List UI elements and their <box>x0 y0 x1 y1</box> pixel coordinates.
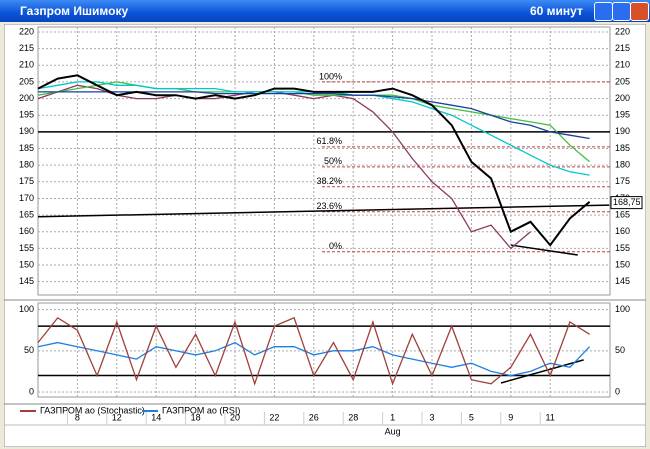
series-line <box>38 91 590 140</box>
y-tick-label-right: 200 <box>615 93 630 103</box>
y-tick-label: 170 <box>19 193 34 203</box>
y-tick-label-right: 195 <box>615 110 630 120</box>
y-tick-label-right: 205 <box>615 76 630 86</box>
x-tick-label: 22 <box>269 412 279 422</box>
y-tick-label-right: 215 <box>615 43 630 53</box>
y-tick-label-right: 160 <box>615 226 630 236</box>
y-tick-label: 100 <box>19 304 34 314</box>
x-tick-label: 1 <box>390 412 395 422</box>
fib-label: 23.6% <box>316 201 342 211</box>
y-tick-label-right: 0 <box>615 386 620 396</box>
y-tick-label: 205 <box>19 76 34 86</box>
series-line <box>37 74 591 247</box>
series-line <box>37 341 591 377</box>
fib-label: 100% <box>319 71 342 81</box>
legend-label: ГАЗПРОМ ао (RSI) <box>162 405 240 415</box>
y-tick-label: 220 <box>19 26 34 36</box>
y-tick-label: 50 <box>24 345 34 355</box>
y-tick-label-right: 165 <box>615 209 630 219</box>
y-tick-label: 0 <box>29 386 34 396</box>
trend-line <box>500 359 584 384</box>
last-price-box <box>610 196 643 210</box>
series-line <box>37 81 591 163</box>
month-label: Aug <box>385 426 401 436</box>
x-tick-label: 11 <box>546 412 555 422</box>
x-tick-label: 8 <box>75 412 80 422</box>
last-price-label: 168,75 <box>613 197 641 207</box>
y-tick-label: 175 <box>19 176 34 186</box>
y-tick-label-right: 180 <box>615 160 630 170</box>
y-tick-label-right: 50 <box>615 345 625 355</box>
x-tick-label: 12 <box>112 412 122 422</box>
x-tick-label: 20 <box>230 412 240 422</box>
plot-frame <box>37 302 611 398</box>
y-tick-label: 200 <box>19 93 34 103</box>
fib-label: 38.2% <box>316 176 342 186</box>
y-tick-label: 150 <box>19 259 34 269</box>
legend-label: ГАЗПРОМ ао (Stochastic) <box>40 405 145 415</box>
x-tick-label: 26 <box>309 412 319 422</box>
chart-background <box>4 24 646 447</box>
maximize-button[interactable] <box>612 2 631 21</box>
y-tick-label-right: 185 <box>615 143 630 153</box>
y-tick-label: 155 <box>19 243 34 253</box>
y-tick-label-right: 220 <box>615 26 630 36</box>
y-tick-label-right: 155 <box>615 243 630 253</box>
y-tick-label-right: 175 <box>615 176 630 186</box>
y-tick-label-right: 145 <box>615 276 630 286</box>
fib-label: 50% <box>324 156 342 166</box>
title-bar: Газпром Ишимоку 60 минут <box>0 0 650 22</box>
fib-label: 61.8% <box>316 136 342 146</box>
y-tick-label: 185 <box>19 143 34 153</box>
plot-frame <box>37 26 611 296</box>
y-tick-label: 165 <box>19 209 34 219</box>
x-tick-label: 9 <box>508 412 513 422</box>
close-button[interactable] <box>630 2 649 21</box>
timeframe: 60 минут <box>530 4 583 18</box>
x-tick-label: 14 <box>151 412 161 422</box>
y-tick-label-right: 210 <box>615 60 630 70</box>
y-tick-label: 180 <box>19 160 34 170</box>
y-tick-label: 195 <box>19 110 34 120</box>
y-tick-label: 210 <box>19 60 34 70</box>
x-tick-label: 3 <box>429 412 434 422</box>
trend-line <box>510 244 578 256</box>
trend-line <box>37 204 610 218</box>
series-line <box>37 316 590 386</box>
y-tick-label-right: 150 <box>615 259 630 269</box>
y-tick-label: 215 <box>19 43 34 53</box>
x-tick-label: 5 <box>469 412 474 422</box>
y-tick-label: 145 <box>19 276 34 286</box>
y-tick-label: 190 <box>19 126 34 136</box>
minimize-button[interactable] <box>594 2 613 21</box>
y-tick-label: 160 <box>19 226 34 236</box>
fib-label: 0% <box>329 241 342 251</box>
y-tick-label-right: 100 <box>615 304 630 314</box>
y-tick-label-right: 190 <box>615 126 630 136</box>
x-tick-label: 18 <box>191 412 201 422</box>
window-title: Газпром Ишимоку <box>20 4 129 18</box>
chart: 1451451501501551551601601651651701701751… <box>4 24 646 447</box>
x-tick-label: 28 <box>348 412 358 422</box>
